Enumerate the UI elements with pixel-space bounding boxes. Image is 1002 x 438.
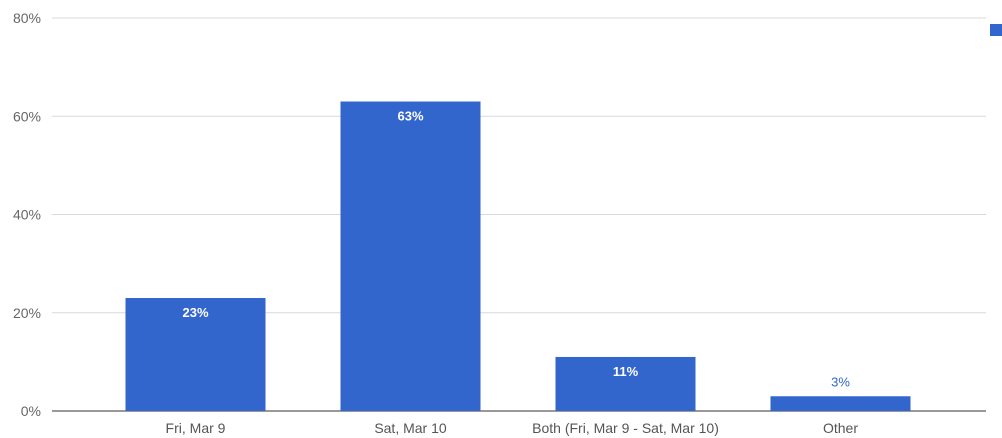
legend-swatch	[990, 24, 1002, 36]
data-labels: 23% 63% 11% 3%	[182, 109, 850, 390]
bar	[555, 356, 696, 411]
y-tick-label: 40%	[13, 207, 41, 223]
y-tick-label: 20%	[13, 305, 41, 321]
data-label: 63%	[397, 109, 423, 124]
y-tick-label: 80%	[13, 10, 41, 26]
y-tick-label: 0%	[21, 403, 41, 419]
bar	[125, 298, 266, 411]
bars	[125, 101, 911, 411]
bar	[340, 101, 481, 411]
x-tick-label: Both (Fri, Mar 9 - Sat, Mar 10)	[532, 420, 719, 436]
data-label: 11%	[613, 364, 639, 379]
x-tick-label: Sat, Mar 10	[374, 420, 447, 436]
y-axis-ticks: 0% 20% 40% 60% 80%	[13, 10, 41, 419]
x-tick-label: Fri, Mar 9	[166, 420, 226, 436]
data-label: 23%	[182, 305, 208, 320]
data-label: 3%	[831, 374, 850, 389]
x-tick-label: Other	[823, 420, 858, 436]
y-tick-label: 60%	[13, 108, 41, 124]
x-axis-labels: Fri, Mar 9 Sat, Mar 10 Both (Fri, Mar 9 - …	[166, 420, 859, 436]
bar	[770, 396, 911, 411]
